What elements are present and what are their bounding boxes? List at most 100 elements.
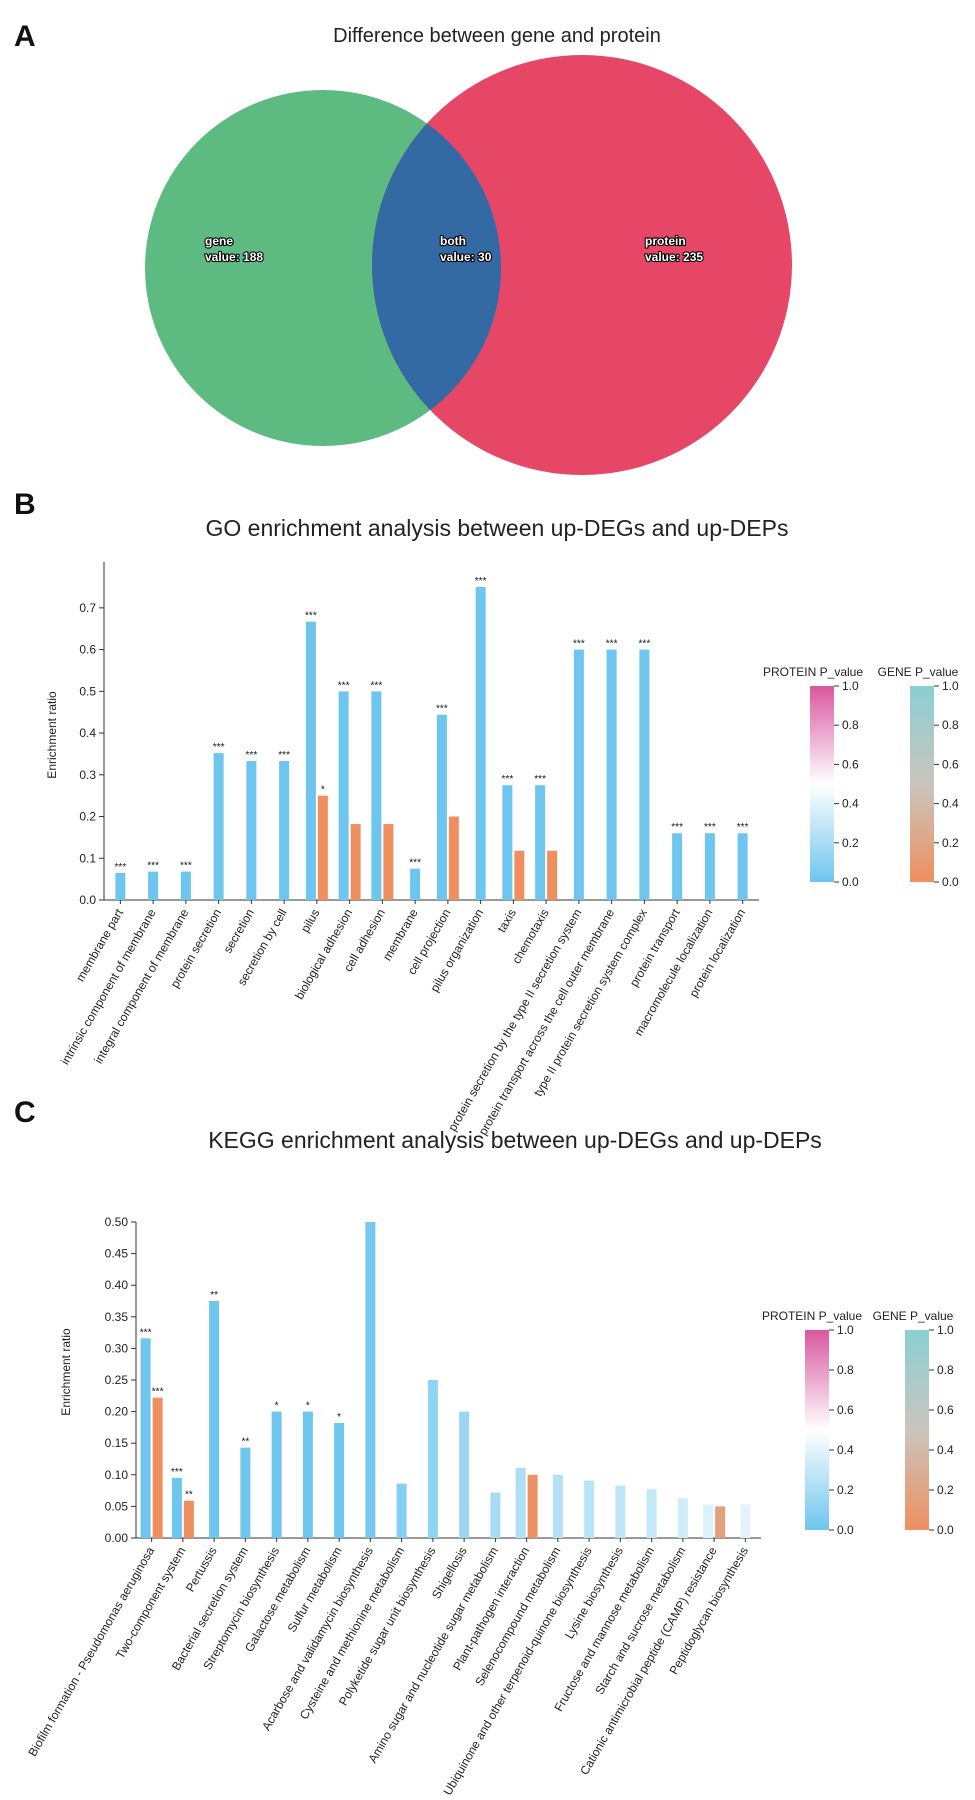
kegg-significance-gene: ** bbox=[185, 1490, 193, 1501]
kegg-significance-gene: *** bbox=[152, 1387, 164, 1398]
kegg-bar-protein bbox=[740, 1504, 751, 1538]
kegg-significance-protein: * bbox=[275, 1401, 279, 1412]
kegg-significance-protein: *** bbox=[140, 1327, 152, 1338]
go-legend: PROTEIN P_value GENE P_value 1.0 0.8 0.6 0.… bbox=[763, 665, 959, 889]
kegg-legend-tick-label: 0.6 bbox=[837, 1403, 854, 1417]
kegg-legend-tick-label: 0.0 bbox=[937, 1523, 954, 1537]
kegg-ytick-label: 0.10 bbox=[105, 1468, 129, 1482]
go-ytick-label: 0.6 bbox=[79, 643, 96, 657]
panel-label-a: A bbox=[14, 20, 36, 53]
go-legend-tick-label: 0.4 bbox=[942, 797, 959, 811]
go-legend-tick-label: 0.2 bbox=[942, 836, 959, 850]
panel-label-b: B bbox=[14, 488, 36, 521]
kegg-ytick-label: 0.40 bbox=[105, 1278, 129, 1292]
go-significance-protein: *** bbox=[502, 774, 514, 785]
go-ytick-label: 0.3 bbox=[79, 768, 96, 782]
go-significance-protein: *** bbox=[534, 774, 546, 785]
go-bar-gene bbox=[317, 795, 328, 900]
kegg-bar-protein bbox=[459, 1411, 470, 1538]
kegg-bar-gene bbox=[715, 1506, 726, 1538]
kegg-legend-tick-label: 0.2 bbox=[937, 1483, 954, 1497]
go-legend-tick-label: 0.2 bbox=[842, 836, 859, 850]
kegg-ylabel: Enrichment ratio bbox=[59, 1328, 73, 1416]
go-bar-protein bbox=[148, 871, 159, 900]
kegg-bar-gene bbox=[183, 1500, 194, 1538]
go-ytick-label: 0.2 bbox=[79, 810, 96, 824]
kegg-legend-tick-label: 0.8 bbox=[837, 1363, 854, 1377]
go-bar-protein bbox=[573, 649, 584, 900]
go-plot: 0.00.10.20.30.40.50.60.7***membrane part… bbox=[58, 562, 759, 1138]
kegg-legend-gene-title: GENE P_value bbox=[873, 1309, 954, 1323]
go-legend-tick-label: 0.6 bbox=[842, 757, 859, 771]
go-bar-protein bbox=[704, 833, 715, 900]
go-bar-protein bbox=[371, 691, 382, 900]
kegg-ytick-label: 0.35 bbox=[105, 1310, 129, 1324]
kegg-bar-protein bbox=[677, 1498, 688, 1538]
kegg-ytick-label: 0.05 bbox=[105, 1499, 129, 1513]
panel-c: C KEGG enrichment analysis between up-DE… bbox=[14, 1096, 954, 1798]
go-significance-protein: *** bbox=[180, 861, 192, 872]
go-significance-gene: * bbox=[321, 785, 325, 796]
kegg-bar-protein bbox=[302, 1411, 313, 1538]
go-significance-protein: *** bbox=[737, 822, 749, 833]
go-bar-gene bbox=[547, 850, 558, 900]
venn-both-region bbox=[372, 90, 501, 446]
go-bar-protein bbox=[606, 649, 617, 900]
go-bar-protein bbox=[246, 761, 257, 900]
go-significance-protein: *** bbox=[409, 858, 421, 869]
kegg-plot: 0.00 0.05 0.10 0.15 0.20 0.25 0.30 0.35 0.40 0.45… bbox=[25, 1215, 761, 1798]
go-legend-tick-label: 0.8 bbox=[842, 718, 859, 732]
go-bar-protein bbox=[279, 761, 290, 900]
go-bar-protein bbox=[338, 691, 349, 900]
kegg-ytick-label: 0.45 bbox=[105, 1247, 129, 1261]
go-category-label: protein transport across the cell outer … bbox=[476, 906, 618, 1137]
go-legend-gene-title: GENE P_value bbox=[878, 665, 959, 679]
go-significance-protein: *** bbox=[115, 862, 127, 873]
venn-gene-label: gene bbox=[205, 234, 233, 248]
kegg-significance-protein: ** bbox=[210, 1290, 218, 1301]
go-bar-protein bbox=[436, 714, 447, 900]
kegg-bar-gene bbox=[152, 1397, 163, 1538]
kegg-legend-tick-label: 1.0 bbox=[837, 1323, 854, 1337]
go-bar-protein bbox=[535, 785, 546, 900]
go-bar-gene bbox=[350, 824, 361, 900]
go-category-label: pilus bbox=[298, 907, 322, 935]
kegg-legend-tick-label: 0.4 bbox=[937, 1443, 954, 1457]
kegg-legend-tick-label: 0.4 bbox=[837, 1443, 854, 1457]
kegg-legend-tick-label: 0.8 bbox=[937, 1363, 954, 1377]
kegg-bar-protein bbox=[209, 1301, 220, 1538]
go-bar-protein bbox=[213, 753, 224, 900]
kegg-significance-protein: * bbox=[337, 1412, 341, 1423]
kegg-bar-protein bbox=[140, 1338, 151, 1538]
panel-a: A Difference between gene and protein ge… bbox=[14, 20, 792, 475]
panel-label-c: C bbox=[14, 1096, 36, 1129]
kegg-bar-protein bbox=[171, 1477, 182, 1538]
kegg-ytick-label: 0.20 bbox=[105, 1405, 129, 1419]
go-legend-tick-label: 0.0 bbox=[842, 875, 859, 889]
go-significance-protein: *** bbox=[338, 680, 350, 691]
go-bar-protein bbox=[672, 833, 683, 900]
go-bar-protein bbox=[410, 868, 421, 900]
venn-protein-circle bbox=[372, 55, 792, 475]
go-significance-protein: *** bbox=[671, 822, 683, 833]
go-legend-tick-label: 0.8 bbox=[942, 718, 959, 732]
venn-gene-value: value: 188 bbox=[205, 250, 263, 264]
go-ytick-label: 0.5 bbox=[79, 684, 96, 698]
go-category-label: taxis bbox=[495, 907, 519, 935]
venn-protein-value: value: 235 bbox=[645, 250, 703, 264]
kegg-significance-protein: *** bbox=[171, 1467, 183, 1478]
go-significance-protein: *** bbox=[305, 611, 317, 622]
kegg-bar-protein bbox=[240, 1447, 251, 1538]
kegg-legend-tick-label: 0.6 bbox=[937, 1403, 954, 1417]
go-significance-protein: *** bbox=[213, 742, 225, 753]
kegg-significance-protein: ** bbox=[241, 1437, 249, 1448]
go-ytick-label: 0.4 bbox=[79, 726, 96, 740]
go-legend-gene-colorbar bbox=[910, 686, 934, 882]
go-significance-protein: *** bbox=[371, 680, 383, 691]
go-bar-gene bbox=[514, 850, 525, 900]
kegg-legend-tick-label: 1.0 bbox=[937, 1323, 954, 1337]
kegg-title: KEGG enrichment analysis between up-DEGs… bbox=[208, 1127, 822, 1153]
go-ytick-label: 0.0 bbox=[79, 893, 96, 907]
kegg-bar-protein bbox=[365, 1222, 376, 1538]
